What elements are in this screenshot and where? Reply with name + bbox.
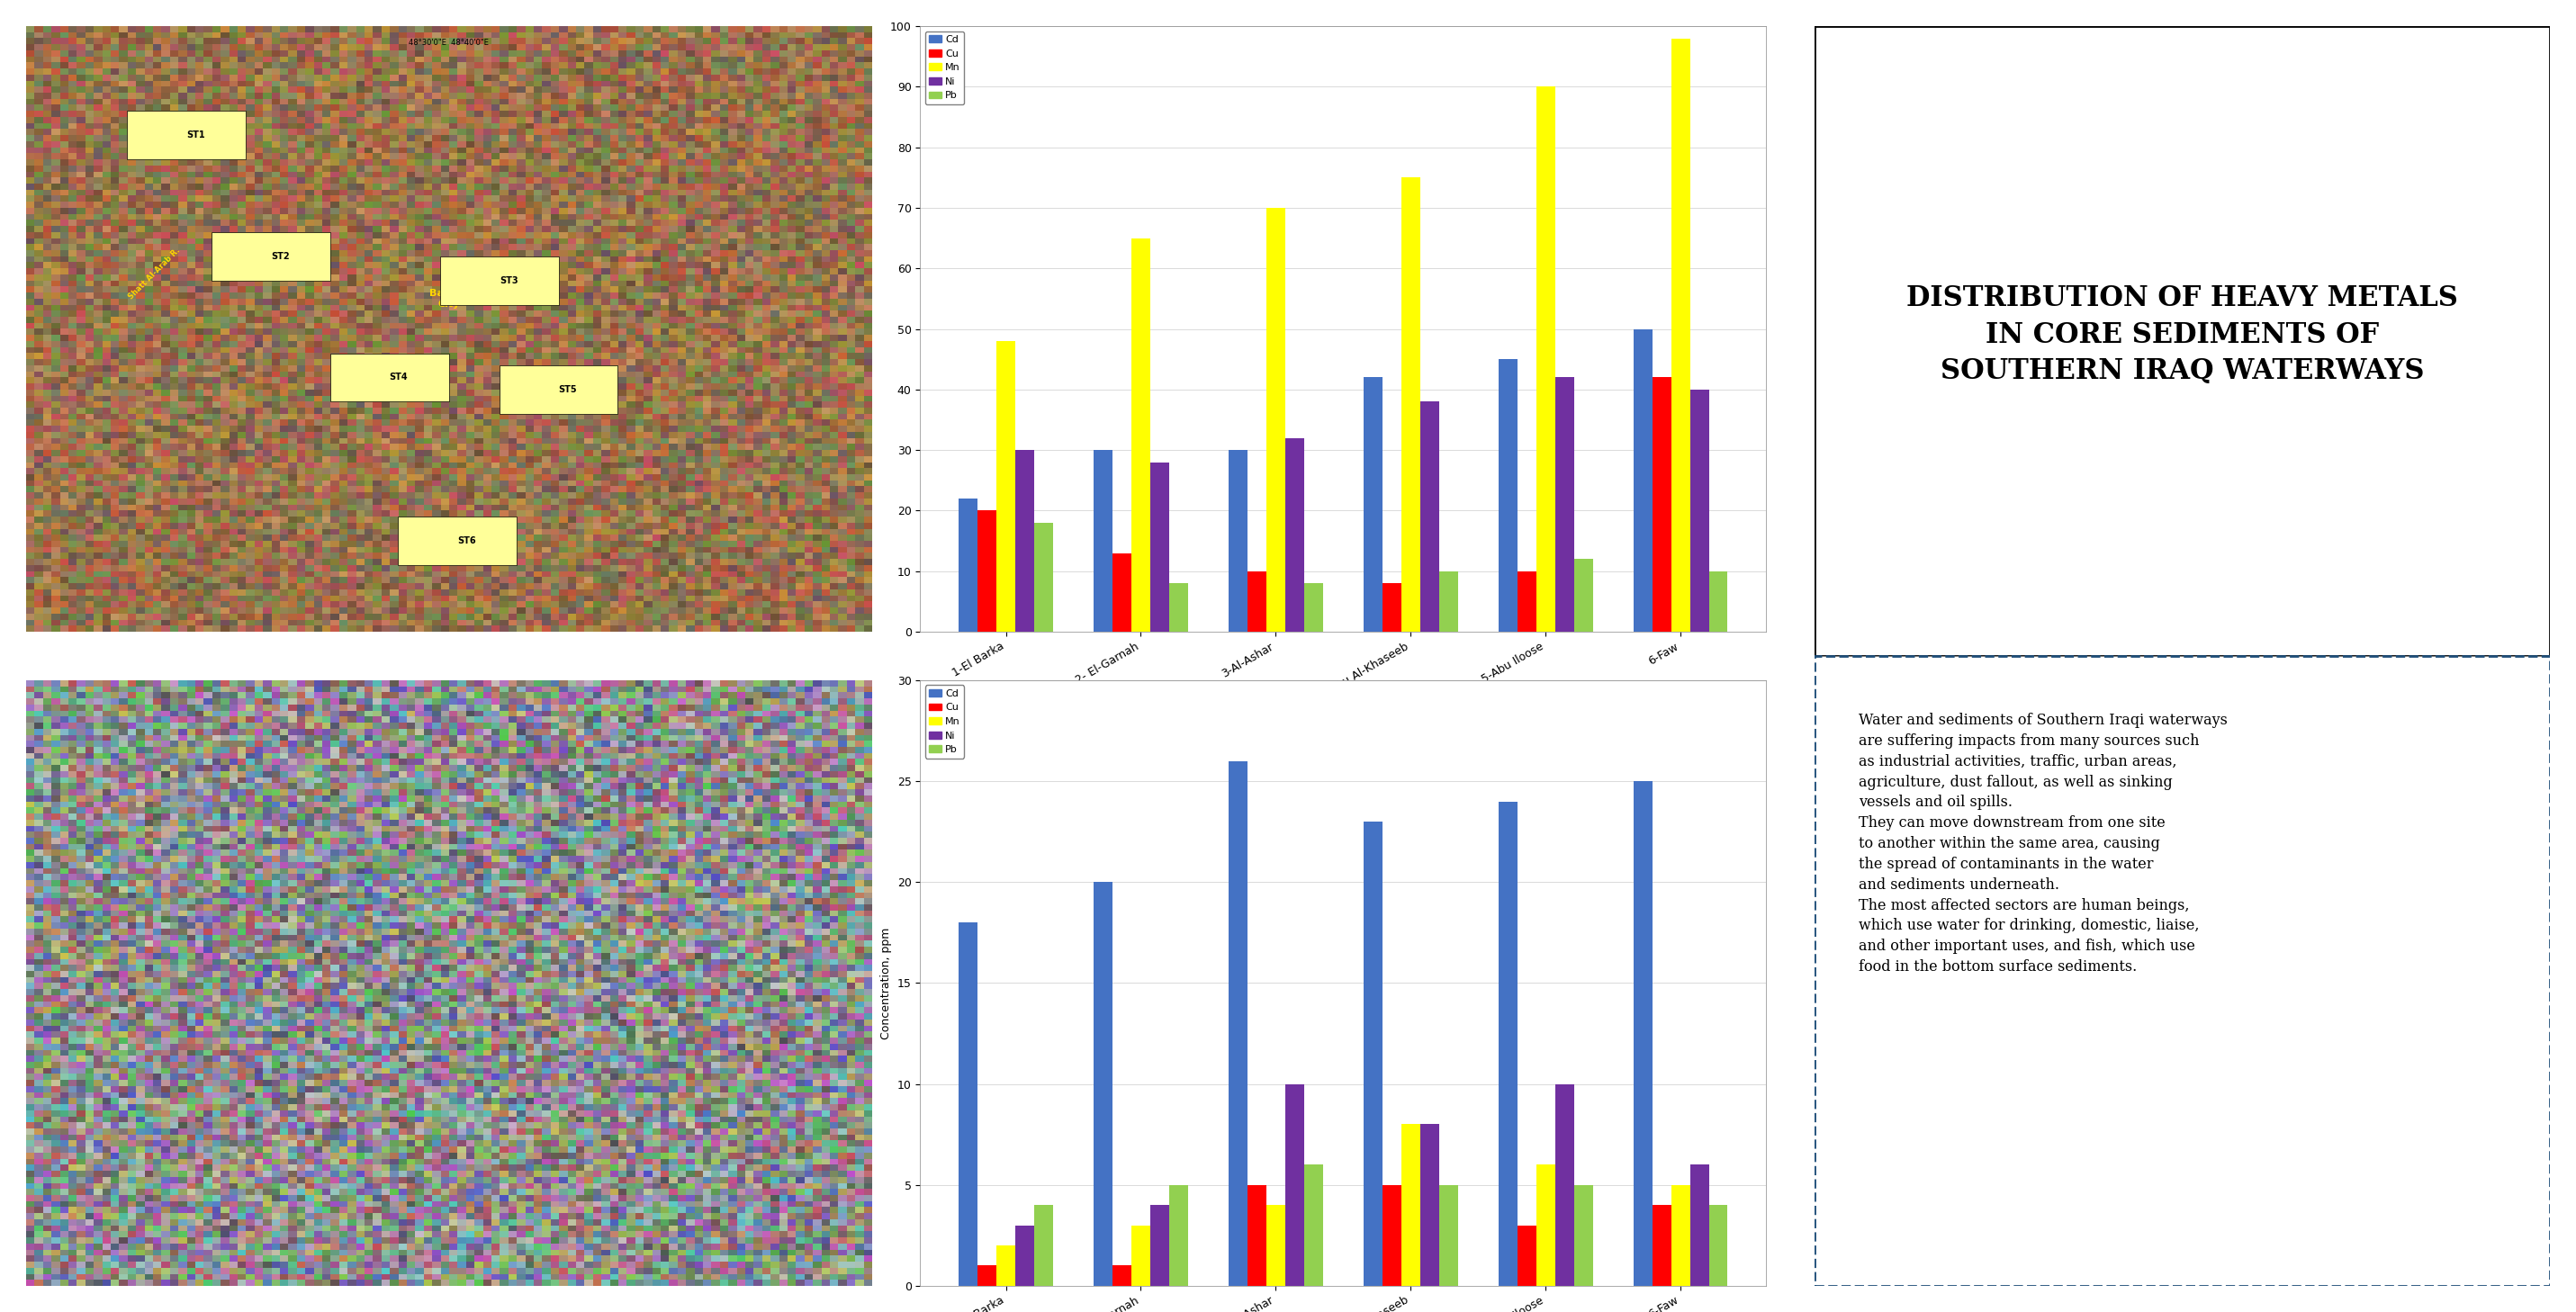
Bar — [1440, 1185, 1458, 1286]
Bar — [958, 922, 976, 1286]
Text: ST4: ST4 — [389, 373, 407, 382]
Bar — [1363, 378, 1383, 632]
Bar — [1363, 821, 1383, 1286]
Bar — [1015, 450, 1033, 632]
Bar — [1574, 559, 1592, 632]
Text: ST2: ST2 — [270, 252, 289, 261]
Bar — [1535, 1165, 1556, 1286]
Bar — [997, 341, 1015, 632]
Bar — [1517, 571, 1535, 632]
Bar — [1303, 584, 1324, 632]
Bar — [1499, 802, 1517, 1286]
Bar — [1170, 1185, 1188, 1286]
Bar — [1419, 401, 1440, 632]
FancyBboxPatch shape — [330, 353, 448, 401]
Text: ST1: ST1 — [185, 131, 206, 140]
FancyBboxPatch shape — [211, 232, 330, 281]
Bar — [1151, 462, 1170, 632]
Bar — [997, 1245, 1015, 1286]
Bar — [1708, 571, 1728, 632]
Text: Water and sediments of Southern Iraqi waterways
are suffering impacts from many : Water and sediments of Southern Iraqi wa… — [1860, 712, 2228, 975]
Bar — [1170, 584, 1188, 632]
Bar — [1285, 438, 1303, 632]
Text: Shatt Al-Arab R.: Shatt Al-Arab R. — [126, 245, 183, 300]
Bar — [1633, 329, 1651, 632]
Text: Basrah
City: Basrah City — [430, 289, 469, 308]
Text: ST3: ST3 — [500, 276, 518, 285]
Bar — [1267, 1204, 1285, 1286]
Bar — [1574, 1185, 1592, 1286]
Bar — [1556, 1084, 1574, 1286]
Bar — [1033, 522, 1054, 632]
Bar — [1131, 239, 1151, 632]
FancyBboxPatch shape — [126, 112, 245, 160]
Bar — [1113, 1266, 1131, 1286]
Bar — [1419, 1124, 1440, 1286]
Bar — [1285, 1084, 1303, 1286]
Bar — [1015, 1225, 1033, 1286]
Bar — [1401, 1124, 1419, 1286]
Legend: Cd, Cu, Mn, Ni, Pb: Cd, Cu, Mn, Ni, Pb — [925, 685, 963, 758]
FancyBboxPatch shape — [1814, 26, 2550, 656]
Bar — [1303, 1165, 1324, 1286]
Bar — [1229, 450, 1247, 632]
Bar — [1033, 1204, 1054, 1286]
Bar — [1633, 781, 1651, 1286]
Bar — [1672, 38, 1690, 632]
Bar — [1499, 359, 1517, 632]
Text: 48°30'0"E  48°40'0"E: 48°30'0"E 48°40'0"E — [410, 38, 489, 46]
Bar — [1556, 378, 1574, 632]
FancyBboxPatch shape — [440, 256, 559, 304]
Bar — [1440, 571, 1458, 632]
Bar — [1247, 1185, 1267, 1286]
Bar — [976, 1266, 997, 1286]
Bar — [1535, 87, 1556, 632]
Bar — [958, 499, 976, 632]
Bar — [1690, 1165, 1708, 1286]
FancyBboxPatch shape — [500, 365, 618, 413]
Text: DISTRIBUTION OF HEAVY METALS
IN CORE SEDIMENTS OF
SOUTHERN IRAQ WATERWAYS: DISTRIBUTION OF HEAVY METALS IN CORE SED… — [1906, 285, 2458, 386]
Bar — [1708, 1204, 1728, 1286]
Bar — [1651, 378, 1672, 632]
Bar — [976, 510, 997, 632]
Text: ST5: ST5 — [559, 384, 577, 394]
Text: ST6: ST6 — [456, 537, 477, 546]
Bar — [1113, 554, 1131, 632]
Bar — [1401, 177, 1419, 632]
Bar — [1095, 882, 1113, 1286]
Bar — [1651, 1204, 1672, 1286]
Y-axis label: Concentration, ppm: Concentration, ppm — [881, 928, 891, 1039]
FancyBboxPatch shape — [1814, 656, 2550, 1286]
FancyBboxPatch shape — [397, 517, 515, 565]
Legend: Cd, Cu, Mn, Ni, Pb: Cd, Cu, Mn, Ni, Pb — [925, 31, 963, 104]
Bar — [1517, 1225, 1535, 1286]
Bar — [1383, 584, 1401, 632]
Bar — [1383, 1185, 1401, 1286]
Bar — [1151, 1204, 1170, 1286]
Bar — [1229, 761, 1247, 1286]
Bar — [1095, 450, 1113, 632]
Bar — [1690, 390, 1708, 632]
Bar — [1131, 1225, 1151, 1286]
Bar — [1672, 1185, 1690, 1286]
Bar — [1247, 571, 1267, 632]
Bar — [1267, 207, 1285, 632]
